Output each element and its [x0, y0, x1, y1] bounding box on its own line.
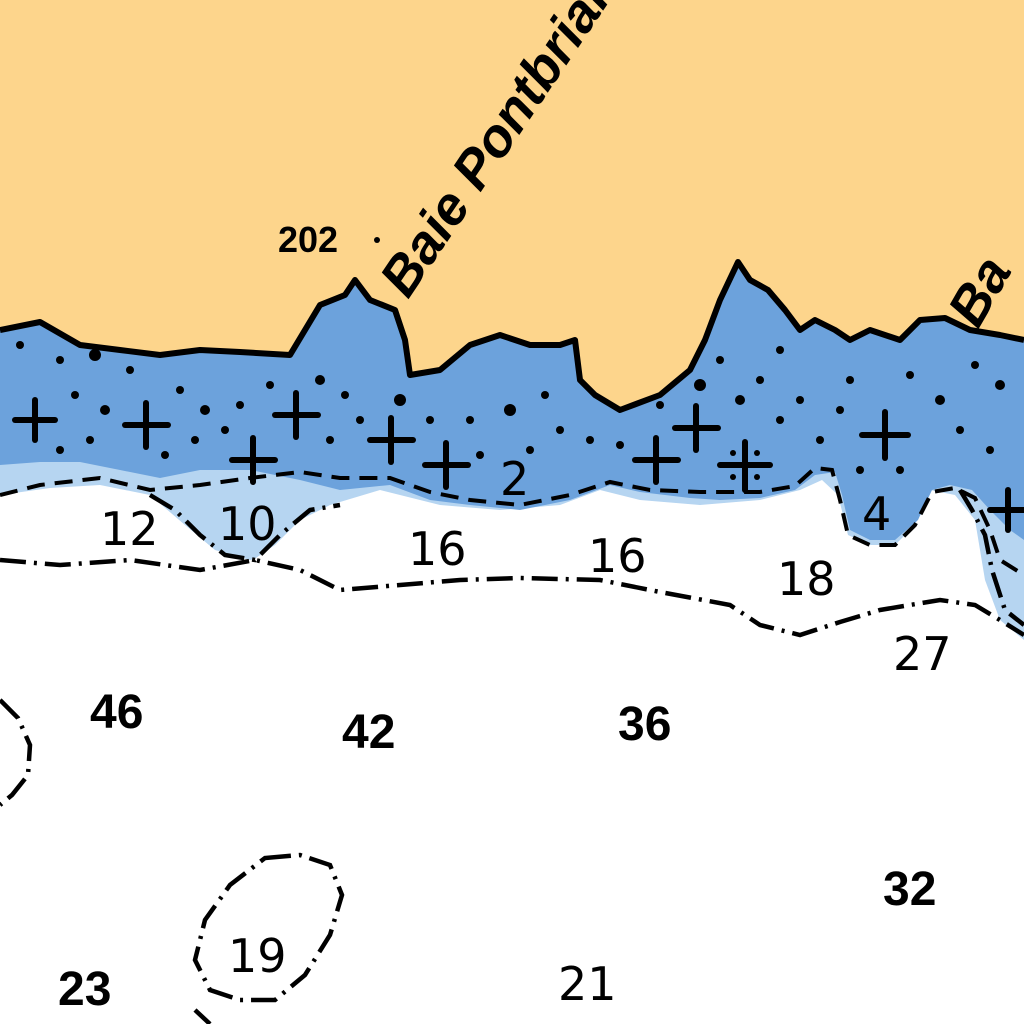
sounding: 27 — [893, 627, 952, 681]
rock-awash-icon — [717, 439, 773, 493]
foreshore-dots — [16, 341, 1005, 474]
deep-water-edge — [0, 485, 1024, 1024]
spot-elevation-dot — [374, 237, 380, 243]
spot-elevation: 202 — [278, 219, 338, 260]
coastline — [0, 259, 1024, 413]
sounding: 2 — [500, 452, 529, 506]
rock-cross-icon — [632, 435, 681, 485]
depth-contour-bottom — [193, 1008, 212, 1024]
depth-contour-5m — [148, 493, 341, 563]
sounding: 36 — [618, 698, 671, 751]
depth-contour-right — [958, 488, 1024, 627]
sounding: 12 — [100, 502, 159, 556]
rock-cross-icon — [672, 403, 721, 453]
land-area — [0, 0, 1024, 410]
depth-contour-10m — [0, 557, 1024, 638]
rock-cross-icon — [229, 435, 278, 485]
rock-cross-icon — [122, 400, 171, 450]
sounding: 21 — [558, 957, 617, 1011]
sounding: 19 — [228, 929, 287, 983]
rock-cross-icon — [12, 397, 58, 443]
sounding: 4 — [862, 487, 891, 541]
sounding: 10 — [218, 497, 277, 551]
rock-cross-icon — [272, 390, 321, 440]
rock-cross-icon — [367, 415, 416, 465]
sounding: 18 — [777, 552, 836, 606]
sounding: 23 — [58, 963, 111, 1016]
rock-cross-icon — [987, 487, 1024, 533]
rocks — [12, 390, 1024, 533]
depth-contour-20m-left — [0, 698, 33, 807]
sounding: 42 — [342, 706, 395, 759]
sounding: 46 — [90, 686, 143, 739]
depth-contour-shoal-19 — [192, 852, 345, 1003]
rock-cross-icon — [422, 440, 471, 490]
rock-cross-icon — [859, 409, 911, 461]
sounding: 32 — [883, 863, 936, 916]
sounding: 16 — [588, 529, 647, 583]
sounding: 16 — [408, 522, 467, 576]
